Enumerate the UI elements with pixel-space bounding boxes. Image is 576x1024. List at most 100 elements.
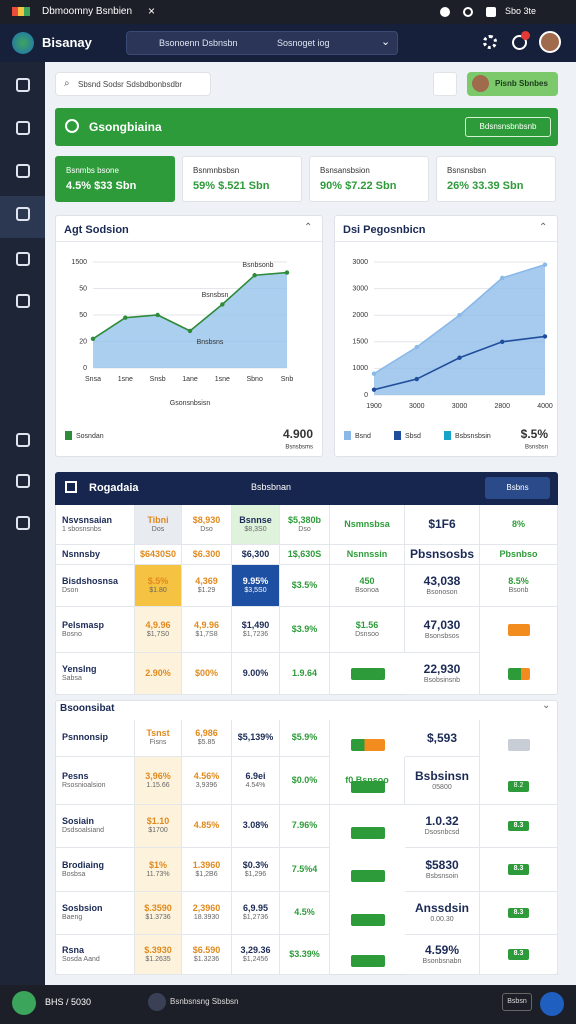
table-cell: 9.95% $3,5S0 [232,565,280,607]
cell-text: Dos [151,525,165,533]
sidebar-icon[interactable] [16,78,30,92]
status-badge [350,781,385,793]
cell-text: 4,9.96 [145,619,171,630]
tab-bar: Dbmoomny Bsnbien × Sbo 3te [0,0,576,24]
banner-icon [65,119,79,133]
cell-text: Dsosnbcsd [424,829,460,837]
table-cell: 1.0.32 Dsosnbcsd [405,805,480,848]
sidebar-icon[interactable] [16,121,30,135]
table-cell: $3.5% [280,565,330,607]
user-button[interactable]: Pisnb Sbnbes [467,72,558,96]
table-cell: 8.3 [480,805,558,848]
search-box[interactable]: ⌕ Sbsnd Sodsr Sdsbdbonbsdbr [55,72,211,96]
cell-text: 4.85% [193,820,220,831]
banner-button[interactable]: Bdsnsnsbnbsnb [465,117,551,137]
cell-text: 8.2 [507,780,530,792]
table-cell: 8% [480,505,558,545]
cell-text: Pbsnsosbs [409,547,475,561]
cell-text: 7.96% [291,820,318,831]
table-cell: Yenslng Sabsa [55,653,135,695]
sidebar-icon[interactable] [16,516,30,530]
table-cell: 4.5% [280,892,330,935]
table-cell: 1$,630S [280,545,330,565]
cell-text: $6.590 [192,944,221,955]
notification-badge [521,31,530,40]
address-chevron[interactable]: ⌄ [381,36,391,48]
cell-text: 6.9ei [245,770,266,781]
sidebar-icon[interactable] [16,433,30,447]
cell-text: 4,369 [195,575,218,586]
table-cell: $.5% $1.80 [135,565,182,607]
status-icon [486,7,496,17]
footer-button[interactable]: Bsbsn [502,993,532,1011]
sidebar-icon[interactable] [16,164,30,178]
home-button[interactable] [433,72,457,96]
logo [12,32,34,54]
cell-text: $1700 [148,827,168,835]
kpi-label: Bsnmnbsbsn [193,166,240,175]
tab-icon [12,7,30,16]
cell-text: Rsosnioalsion [62,781,106,789]
sidebar-icon[interactable] [16,474,30,488]
tab-close[interactable]: × [148,4,156,18]
cell-text: 4.5% [294,907,315,918]
collapse-icon[interactable]: ⌄ [542,700,551,711]
cell-text: $1.10 [146,816,170,826]
collapse-icon[interactable]: ⌃ [304,222,313,233]
cell-text: f0 Bsnsoo [345,774,389,785]
cell-text: $0.3% [242,859,269,870]
kpi-value: 4.5% $33 Sbn [66,180,137,192]
table-cell: f0 Bsnsoo [330,757,405,805]
cell-text: $3,5S0 [244,586,267,594]
table-cell: 8.5% Bsonb [480,565,558,607]
status-icon [463,7,473,17]
cell-text: $8,3S0 [244,525,267,533]
cell-text: 8.3 [507,949,530,960]
cell-text: Pbsnbso [499,548,538,559]
table-cell: 8.3 [480,935,558,975]
notification-icon[interactable] [512,35,527,50]
kpi-card: Bsnsnsbsn 26% 33.39 Sbn [436,156,556,202]
footer-action[interactable] [540,992,564,1016]
table-cell: Nsnnssin [330,545,405,565]
table-cell: 8.3 [480,848,558,892]
cell-text: Bsbsinsn [414,768,469,783]
cell-text: 1.15.66 [146,781,170,789]
avatar[interactable] [539,31,561,53]
footer-task-icon [148,993,166,1011]
table-cell: Tibni Dos [135,505,182,545]
settings-icon[interactable] [483,35,497,49]
kpi-card: Bsnsansbsion 90% $7.22 Sbn [309,156,429,202]
table-cell: Nsnnsby [55,545,135,565]
sidebar-icon[interactable] [16,207,30,221]
cell-text: $6,300 [241,548,270,559]
table-cell: $1F6 [405,505,480,545]
table-cell: $,593 [405,720,480,757]
table-cell: $8,930 Dso [182,505,232,545]
cell-text: Dso [200,525,213,533]
table-cell: $5830 Bsbsnsoin [405,848,480,892]
footer-icon[interactable] [12,991,36,1015]
sidebar-icon[interactable] [16,252,30,266]
table-cell: $1.10 $1700 [135,805,182,848]
status-badge [508,738,530,751]
table-cell: 4.56% 3,9396 [182,757,232,805]
table-cell: Pelsmasp Bosno [55,607,135,653]
cell-text: Bsonoson [426,588,458,596]
table-cell: Rsna Sosda Aand [55,935,135,975]
cell-text: Sabsa [62,674,82,682]
table-cell: $5,139% [232,720,280,757]
cell-text: Bsnnse [239,514,272,525]
table-cell: 2.90% [135,653,182,695]
status-text: Sbo 3te [505,6,537,16]
cell-text: 3,96% [145,770,171,781]
sidebar-icon[interactable] [16,294,30,308]
collapse-icon[interactable]: ⌃ [539,222,548,233]
address-bar[interactable]: Bsonoenn Dsbnsbn Sosnoget iog ⌄ [126,31,398,55]
table-cell: 4.85% [182,805,232,848]
table-dropdown[interactable]: Bsbns [485,477,550,499]
table-cell: $1% 11.73% [135,848,182,892]
table-cell: $1,490 $1,7236 [232,607,280,653]
tab-title[interactable]: Dbmoomny Bsnbien [42,6,133,17]
